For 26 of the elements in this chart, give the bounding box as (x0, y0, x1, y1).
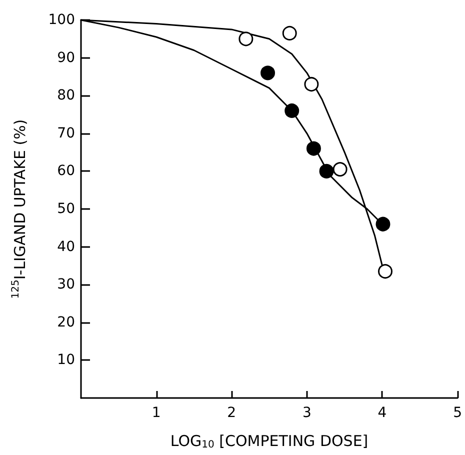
point (332, 162, 348, 177)
x-tick-label: 3 (302, 405, 312, 421)
x-tick-label: 1 (152, 405, 161, 421)
point (304, 77, 319, 92)
y-tick-label: 10 (57, 352, 75, 368)
y-tick-label: 70 (57, 125, 75, 142)
y-tick-label: 30 (57, 276, 75, 293)
y-tick-label: 40 (57, 238, 75, 255)
point (319, 164, 334, 178)
x-tick-label: 4 (378, 405, 387, 421)
point (306, 141, 321, 156)
point (282, 26, 297, 40)
x-tick-label: 2 (227, 405, 236, 421)
x-tick-label: 5 (453, 405, 462, 421)
y-tick-label: 90 (57, 50, 75, 66)
y-tick-label: 60 (57, 163, 75, 180)
y-tick-label: 50 (57, 201, 75, 217)
y-tick-label: 20 (57, 314, 75, 330)
point (376, 216, 390, 232)
point (238, 32, 254, 46)
y-tick-label: 80 (57, 88, 75, 104)
y-tick-label: 100 (48, 12, 75, 28)
point (284, 103, 300, 118)
y-axis-title: 125I-LIGAND UPTAKE (%) (10, 119, 29, 299)
point (378, 264, 392, 279)
point (260, 66, 276, 80)
